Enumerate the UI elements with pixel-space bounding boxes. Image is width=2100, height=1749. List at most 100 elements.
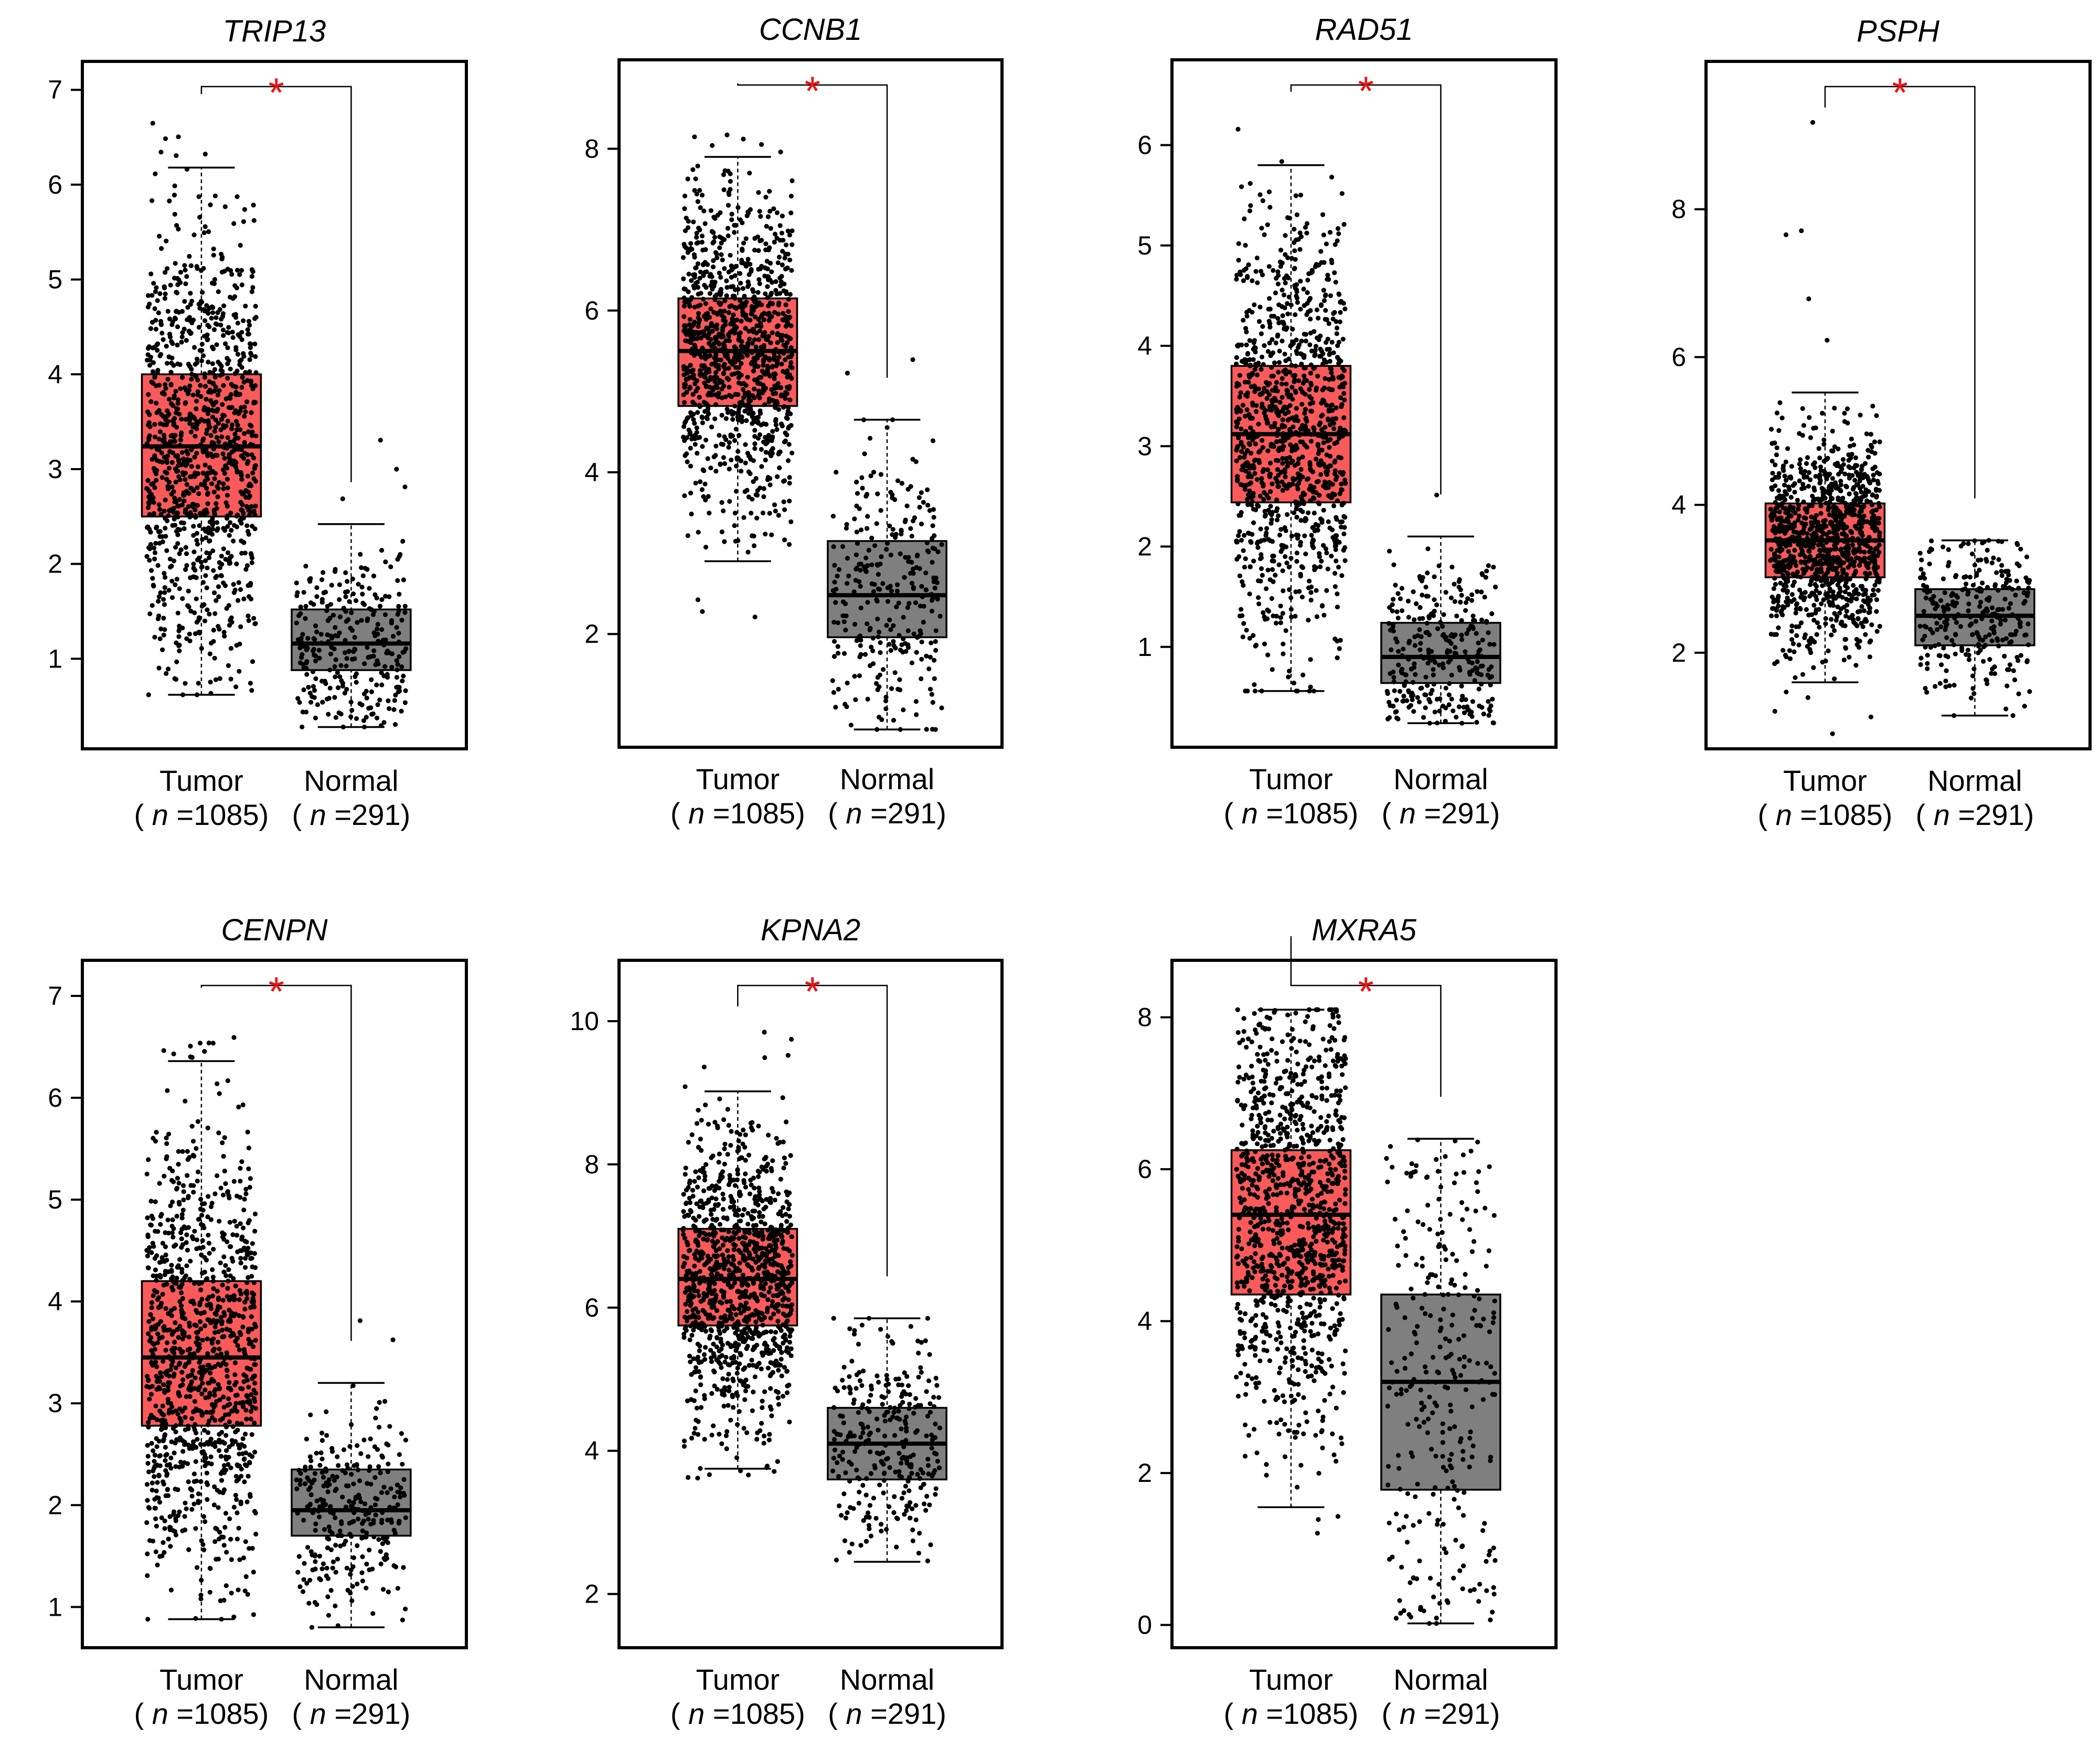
data-point [169, 460, 175, 465]
data-point [356, 581, 361, 587]
data-point [1339, 573, 1345, 578]
data-point [726, 444, 731, 450]
data-point [1821, 437, 1827, 442]
data-point [1295, 345, 1301, 350]
data-point [1298, 467, 1304, 472]
data-point [857, 673, 862, 679]
data-point [1300, 499, 1306, 504]
data-point [1239, 537, 1244, 543]
data-point [1277, 348, 1282, 354]
data-point [1314, 307, 1319, 313]
data-point [757, 328, 762, 334]
data-point [719, 412, 724, 418]
data-point [878, 640, 883, 645]
y-tick-label: 2 [1137, 532, 1152, 561]
data-point [1277, 446, 1282, 451]
data-point [1243, 688, 1248, 694]
data-point [1477, 703, 1482, 708]
data-point [149, 492, 154, 497]
data-point [239, 268, 244, 273]
data-point [914, 712, 919, 717]
data-point [1289, 363, 1294, 368]
data-point [888, 490, 893, 495]
data-point [1261, 467, 1266, 472]
data-point [1843, 645, 1848, 650]
data-point [169, 322, 175, 327]
data-point [876, 715, 882, 720]
data-point [1838, 589, 1843, 594]
data-point [877, 684, 882, 690]
data-point [352, 656, 357, 661]
data-point [1814, 576, 1819, 581]
data-point [687, 385, 693, 390]
data-point [861, 417, 867, 422]
data-point [1242, 357, 1248, 362]
data-point [786, 542, 792, 547]
data-point [1417, 627, 1422, 632]
data-point [698, 302, 703, 308]
data-point [926, 666, 932, 672]
data-point [1238, 269, 1243, 274]
data-point [1425, 546, 1431, 552]
data-point [1274, 497, 1280, 503]
data-point [1473, 665, 1478, 671]
data-point [876, 629, 882, 635]
data-point [249, 353, 254, 358]
data-point [389, 651, 395, 656]
data-point [1324, 402, 1329, 408]
data-point [1268, 425, 1274, 430]
data-point [734, 455, 740, 460]
data-point [1323, 316, 1328, 322]
data-point [394, 467, 399, 472]
y-tick-label: 2 [584, 619, 599, 649]
data-point [1845, 585, 1850, 590]
data-point [326, 696, 332, 701]
data-point [1289, 445, 1295, 450]
data-point [854, 480, 859, 485]
data-point [1302, 377, 1307, 383]
data-point [1256, 595, 1261, 600]
data-point [1276, 513, 1281, 518]
data-point [721, 370, 727, 376]
data-point [219, 316, 224, 322]
y-tick-label: 4 [1137, 331, 1152, 361]
data-point [1813, 557, 1818, 562]
data-point [1265, 607, 1270, 612]
data-point [361, 718, 367, 723]
data-point [189, 299, 195, 304]
data-point [1314, 457, 1319, 462]
data-point [1394, 715, 1400, 720]
data-point [696, 226, 701, 231]
data-point [790, 450, 795, 455]
data-point [189, 486, 195, 492]
data-point [222, 528, 228, 533]
data-point [1387, 699, 1392, 705]
data-point [1332, 571, 1338, 576]
data-point [1870, 466, 1875, 471]
data-point [1324, 471, 1329, 476]
data-point [1258, 526, 1263, 532]
data-point [388, 564, 393, 569]
data-point [173, 582, 178, 587]
data-point [706, 393, 711, 398]
data-point [1772, 708, 1777, 714]
data-point [707, 369, 712, 375]
data-point [718, 462, 723, 467]
data-point [737, 365, 742, 370]
data-point [236, 332, 241, 337]
data-point [896, 686, 901, 692]
data-point [787, 499, 792, 504]
data-point [714, 326, 720, 332]
data-point [687, 431, 692, 437]
data-point [200, 438, 206, 443]
data-point [343, 594, 348, 599]
data-point [709, 425, 715, 430]
data-point [1847, 654, 1852, 660]
data-point [1237, 373, 1242, 378]
data-point [238, 624, 243, 629]
data-point [933, 576, 939, 581]
data-point [340, 683, 346, 689]
data-point [760, 510, 765, 516]
data-point [770, 301, 775, 306]
data-point [1266, 189, 1272, 195]
